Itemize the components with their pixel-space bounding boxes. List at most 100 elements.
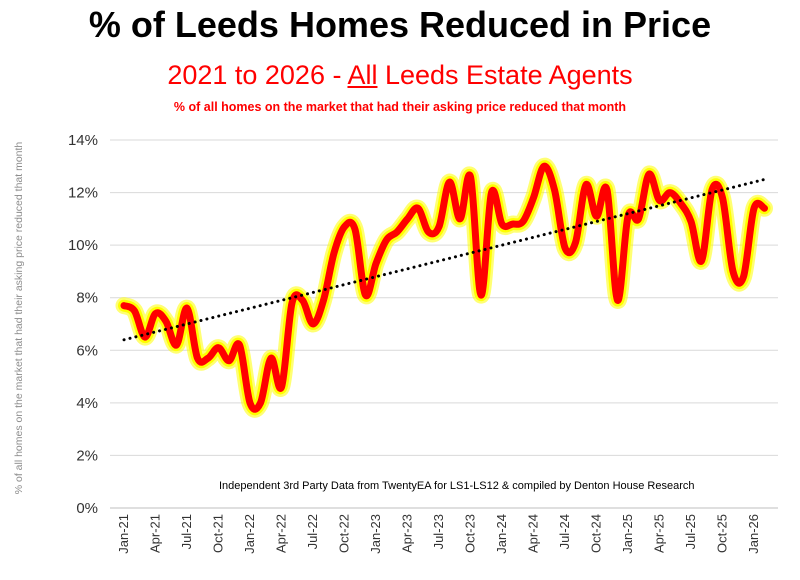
data-point (563, 246, 567, 250)
chart-subtitle: 2021 to 2026 - All Leeds Estate Agents (0, 60, 800, 91)
data-point (206, 356, 210, 360)
x-tick-label: Jan-22 (242, 514, 257, 554)
data-point (710, 188, 714, 192)
trendline (122, 177, 766, 342)
data-point (227, 359, 231, 363)
data-point (280, 385, 283, 389)
y-tick-labels: 0% 2% 4% 6% 8% 10% 12% 14% (68, 132, 98, 517)
data-point (490, 191, 493, 195)
data-point (332, 251, 336, 255)
data-point (511, 222, 514, 226)
subtitle-underlined: All (347, 60, 378, 90)
data-point (364, 293, 367, 297)
data-point (353, 227, 357, 231)
x-tick-label: Jul-23 (431, 514, 446, 549)
data-point (133, 309, 136, 313)
data-point (616, 298, 619, 302)
data-point (595, 214, 598, 218)
x-tick-label: Oct-24 (589, 514, 604, 553)
x-tick-label: Apr-24 (526, 514, 541, 553)
x-tick-label: Jan-21 (116, 514, 131, 554)
chart-description: % of all homes on the market that had th… (173, 100, 627, 114)
data-point (637, 217, 640, 221)
subtitle-part-1: 2021 to 2026 - (167, 60, 348, 90)
y-tick-label: 0% (76, 500, 98, 517)
data-point (154, 312, 157, 315)
x-tick-label: Apr-21 (148, 514, 163, 553)
x-tick-label: Jul-25 (683, 514, 698, 549)
data-point (605, 188, 609, 192)
x-tick-label: Oct-23 (463, 514, 478, 553)
x-tick-label: Oct-21 (211, 514, 226, 553)
data-point (374, 262, 378, 265)
data-point (259, 401, 262, 405)
x-tick-label: Apr-22 (274, 514, 289, 553)
data-point (175, 343, 178, 347)
x-tick-labels: Jan-21 Apr-21 Jul-21 Oct-21 Jan-22 Apr-22 Jul-… (116, 514, 761, 554)
data-point (584, 183, 588, 187)
x-tick-label: Jan-24 (494, 514, 509, 554)
y-tick-label: 14% (68, 132, 98, 149)
data-point (647, 172, 651, 176)
x-tick-label: Apr-23 (400, 514, 415, 553)
data-point (164, 319, 168, 323)
data-point (311, 322, 315, 326)
chart-title: % of Leeds Homes Reduced in Price (88, 4, 712, 45)
y-tick-label: 10% (68, 237, 98, 254)
data-point (752, 206, 756, 210)
data-point (217, 346, 220, 350)
x-tick-label: Jul-22 (305, 514, 320, 549)
y-tick-label: 2% (76, 447, 98, 464)
data-point (458, 217, 462, 221)
series-group (115, 157, 773, 418)
data-point (248, 401, 252, 405)
subtitle-part-2: Leeds Estate Agents (377, 60, 633, 90)
data-point (532, 196, 535, 200)
data-point (290, 301, 294, 305)
data-point (416, 206, 420, 210)
data-point (427, 230, 430, 234)
data-point (626, 214, 630, 218)
data-point (196, 356, 199, 360)
data-point (322, 298, 325, 302)
data-point (406, 217, 409, 221)
data-point (679, 201, 682, 205)
data-point (553, 188, 556, 192)
data-point (700, 259, 703, 263)
y-tick-label: 6% (76, 342, 98, 359)
x-tick-label: Oct-22 (337, 514, 352, 553)
trendline-group (122, 177, 766, 342)
data-point (448, 180, 451, 184)
data-point (742, 275, 745, 279)
data-point (185, 306, 189, 310)
data-point (574, 241, 577, 244)
data-point (269, 356, 273, 360)
data-point (385, 238, 388, 242)
data-point (721, 196, 724, 200)
data-point (143, 335, 147, 339)
data-point (301, 298, 304, 302)
data-point (689, 220, 693, 223)
data-point (763, 206, 766, 210)
x-tick-label: Jan-23 (368, 514, 383, 554)
data-point (479, 293, 483, 297)
data-point (731, 269, 735, 273)
data-point (395, 230, 399, 234)
x-tick-label: Jan-25 (620, 514, 635, 554)
x-tick-label: Jul-21 (179, 514, 194, 549)
x-tick-label: Oct-25 (715, 514, 730, 553)
data-point (500, 222, 504, 226)
data-point (658, 199, 661, 202)
data-point (437, 225, 441, 229)
x-tick-label: Jan-26 (746, 514, 761, 554)
source-annotation: Independent 3rd Party Data from TwentyEA… (219, 480, 695, 492)
x-tick-label: Apr-25 (652, 514, 667, 553)
data-point (469, 175, 472, 179)
y-tick-label: 12% (68, 185, 98, 202)
data-point (521, 220, 525, 223)
y-tick-label: 8% (76, 290, 98, 307)
x-tick-label: Jul-24 (557, 514, 572, 549)
data-point (542, 164, 546, 168)
data-point (238, 343, 241, 347)
